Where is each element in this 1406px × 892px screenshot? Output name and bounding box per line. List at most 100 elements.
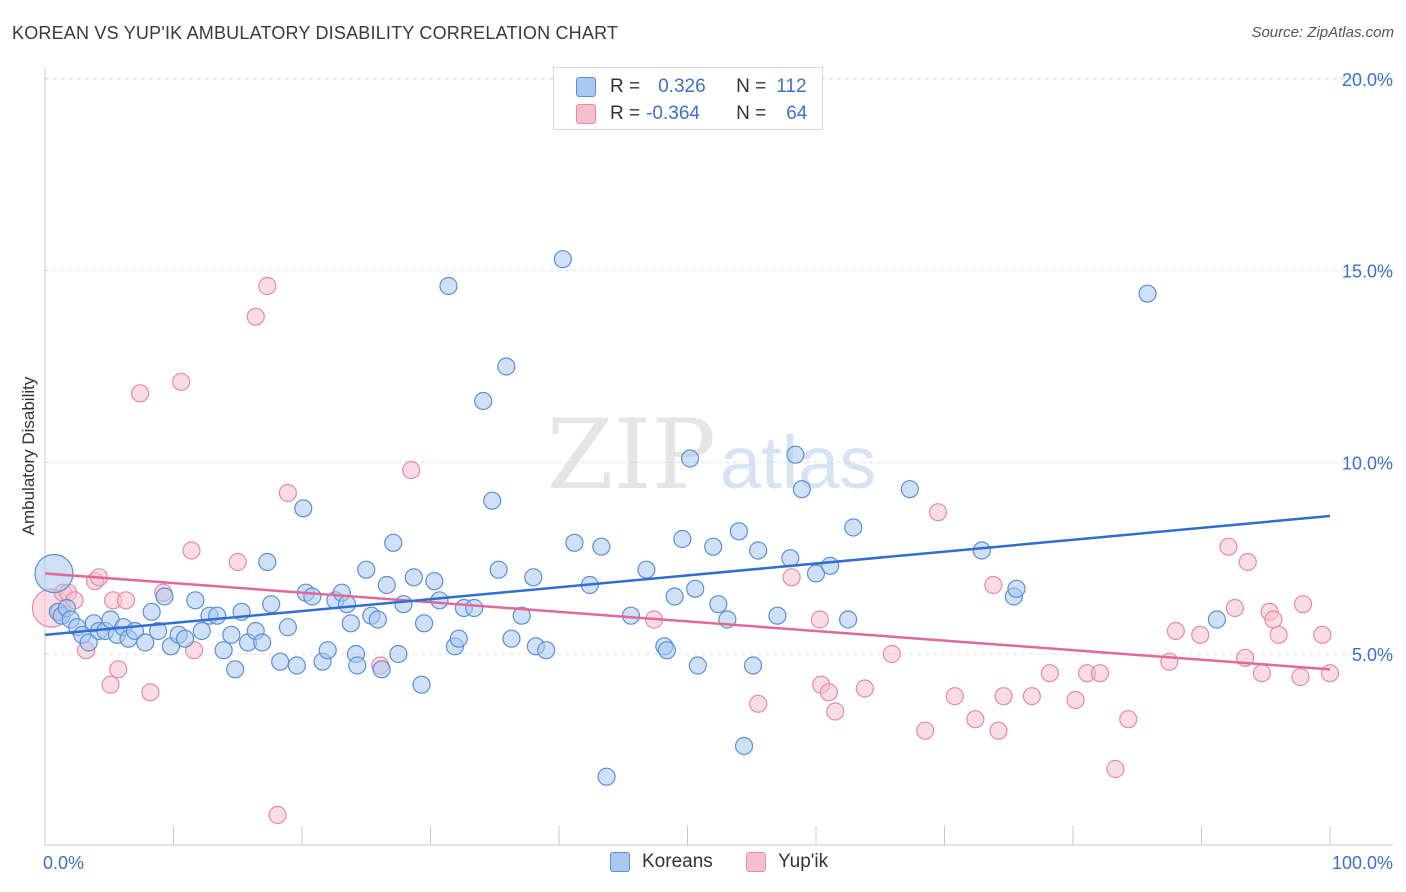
korean-point <box>253 633 272 652</box>
korean-point <box>497 357 516 376</box>
legend-n-label: N = <box>736 103 767 124</box>
legend-r-label: R = <box>610 76 641 97</box>
bottom-legend-koreans: Koreans <box>610 851 713 873</box>
korean-point <box>142 602 161 621</box>
korean-point <box>318 641 337 660</box>
yupik-point <box>1166 621 1185 641</box>
korean-point <box>729 522 749 541</box>
korean-point <box>258 552 277 572</box>
trend-lines <box>44 514 1331 671</box>
korean-trend-line <box>44 514 1331 637</box>
yupik-point <box>1238 552 1257 572</box>
korean-point <box>1007 579 1026 598</box>
tick-labels: 5.0% 10.0% 15.0% 20.0% 0.0% 100.0% <box>43 70 1393 873</box>
yupik-trend-line <box>44 572 1331 671</box>
yupik-point <box>1119 710 1138 729</box>
yupik-point <box>1040 664 1059 683</box>
korean-point <box>377 575 396 595</box>
yupik-point <box>258 276 277 296</box>
yupik-point <box>402 460 421 480</box>
korean-point <box>262 595 281 614</box>
y-axis-title: Ambulatory Disability <box>19 376 38 535</box>
korean-point <box>665 587 684 606</box>
korean-point <box>688 656 707 675</box>
korean-point <box>657 641 677 660</box>
korean-point <box>806 564 826 583</box>
y-tick-label: 20.0% <box>1342 70 1393 90</box>
yupik-point <box>1066 690 1085 710</box>
legend-swatch-pink <box>576 104 596 124</box>
legend-swatch-blue <box>576 77 596 97</box>
yupik-point <box>1269 625 1288 644</box>
bottom-legend-yupik: Yup'ik <box>746 851 828 873</box>
yupik-point <box>130 384 150 403</box>
legend-n-value: 64 <box>786 103 808 124</box>
korean-point <box>348 656 367 675</box>
yupik-point <box>116 591 136 610</box>
yupik-point <box>1225 598 1245 618</box>
korean-point <box>414 614 434 633</box>
legend-r-label: R = <box>610 103 641 124</box>
korean-point <box>294 499 313 518</box>
korean-point <box>844 518 863 537</box>
legend-row-yupik: R = -0.364 N = 64 <box>576 100 807 128</box>
x-tick-label: 0.0% <box>43 853 84 873</box>
yupik-points <box>31 276 1340 825</box>
korean-point <box>592 537 611 556</box>
yupik-point <box>101 675 120 694</box>
korean-point <box>372 660 391 679</box>
chart-title: KOREAN VS YUP'IK AMBULATORY DISABILITY C… <box>12 23 619 43</box>
yupik-point <box>228 552 247 572</box>
korean-point <box>404 568 423 587</box>
bottom-legend-label: Yup'ik <box>778 851 829 872</box>
legend-n-value: 112 <box>776 76 807 97</box>
yupik-point <box>916 721 935 740</box>
korean-point <box>553 250 572 269</box>
korean-point <box>430 591 449 610</box>
yupik-point <box>268 805 287 825</box>
yupik-point <box>1320 664 1340 683</box>
yupik-point <box>1106 759 1125 779</box>
korean-point <box>384 533 403 552</box>
korean-point <box>222 625 241 644</box>
korean-point <box>792 480 811 499</box>
korean-point <box>565 533 584 552</box>
korean-point <box>389 644 408 664</box>
korean-point <box>155 587 174 606</box>
yupik-point <box>1022 687 1041 706</box>
bottom-legend-swatch-pink <box>746 852 766 872</box>
korean-point <box>502 629 521 648</box>
korean-point <box>474 391 493 411</box>
bottom-legend: Koreans Yup'ik <box>0 851 1406 877</box>
korean-point <box>449 629 468 648</box>
yupik-point <box>246 307 265 326</box>
korean-point <box>489 560 508 579</box>
y-tick-label: 10.0% <box>1342 453 1393 473</box>
korean-point <box>439 276 458 296</box>
yupik-point <box>1219 537 1238 556</box>
yupik-point <box>109 660 128 679</box>
legend: R = 0.326 N = 112 R = -0.364 N = 64 <box>553 67 823 130</box>
koreans-points <box>34 250 1227 786</box>
x-tick-label: 100.0% <box>1332 853 1393 873</box>
korean-point <box>483 491 502 510</box>
korean-point <box>271 652 290 671</box>
yupik-point <box>1090 664 1110 683</box>
yupik-point <box>1313 625 1332 644</box>
yupik-point <box>172 372 191 391</box>
korean-point <box>972 541 991 560</box>
korean-point <box>673 529 692 549</box>
yupik-point <box>882 644 901 664</box>
yupik-point <box>278 483 297 503</box>
bottom-legend-label: Koreans <box>642 851 713 872</box>
korean-point <box>186 591 205 610</box>
korean-point <box>512 606 531 625</box>
korean-point <box>465 598 484 618</box>
korean-point <box>734 736 754 756</box>
legend-n-label: N = <box>736 76 767 97</box>
yupik-point <box>945 687 964 706</box>
korean-point <box>537 641 556 660</box>
korean-point <box>839 610 858 629</box>
korean-point <box>1207 610 1227 629</box>
